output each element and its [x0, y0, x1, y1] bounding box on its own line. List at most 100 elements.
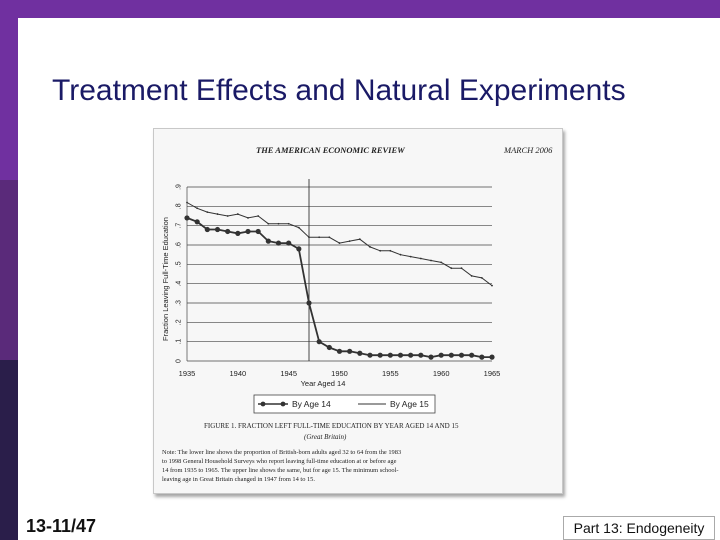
- x-tick-label: 1950: [331, 369, 348, 378]
- x-tick-label: 1945: [280, 369, 297, 378]
- data-point-age15: [389, 249, 392, 252]
- data-point-age15: [440, 261, 443, 264]
- data-point-age14: [469, 352, 475, 358]
- data-point-age14: [428, 354, 434, 360]
- figure-svg: THE AMERICAN ECONOMIC REVIEW MARCH 2006 …: [161, 145, 553, 483]
- data-point-age15: [419, 257, 422, 260]
- data-point-age14: [479, 354, 485, 360]
- data-point-age14: [326, 344, 332, 351]
- footer-section-label: Part 13: Endogeneity: [563, 516, 715, 540]
- slide-number: 13-11/47: [26, 516, 97, 536]
- data-point-age15: [216, 213, 219, 215]
- y-tick-label: .5: [176, 261, 183, 267]
- journal-header: THE AMERICAN ECONOMIC REVIEW: [256, 145, 406, 155]
- left-accent-bar-bottom: [0, 360, 18, 540]
- data-point-age15: [348, 240, 351, 243]
- data-point-age15: [287, 222, 290, 225]
- data-point-age15: [409, 255, 412, 258]
- issue-header: MARCH 2006: [503, 145, 553, 155]
- data-point-age15: [338, 242, 341, 244]
- y-tick-label: .7: [176, 223, 183, 229]
- legend-label-age14: By Age 14: [292, 399, 331, 409]
- y-tick-label: .8: [176, 203, 183, 209]
- data-point-age15: [297, 226, 300, 229]
- data-point-age14: [296, 246, 302, 252]
- left-accent-bar-middle: [0, 180, 18, 360]
- data-point-age14: [408, 352, 414, 358]
- data-point-age14: [367, 352, 373, 358]
- x-tick-label: 1955: [382, 369, 399, 378]
- figure-caption-title: FIGURE 1. FRACTION LEFT FULL-TIME EDUCAT…: [204, 422, 459, 430]
- data-point-age14: [255, 228, 261, 235]
- x-tick-label: 1965: [484, 369, 501, 378]
- legend-marker-age14: [260, 401, 266, 407]
- data-point-age14: [275, 240, 282, 246]
- data-point-age15: [318, 236, 321, 239]
- x-tick-label: 1940: [229, 369, 246, 378]
- series-line-age15: [186, 202, 493, 286]
- data-point-age15: [470, 275, 473, 277]
- data-point-age14: [316, 339, 322, 345]
- note-line-4: leaving age in Great Britain changed in …: [162, 476, 315, 483]
- y-tick-label: .3: [176, 300, 183, 306]
- plot-area: 0 .1 .2 .3 .4 .5 .6 .7 .8 .9 Fraction Leaving Full…: [161, 179, 500, 388]
- data-point-age15: [369, 246, 371, 248]
- data-point-age14: [306, 300, 312, 306]
- data-point-age15: [236, 213, 239, 215]
- data-point-age14: [438, 352, 444, 358]
- data-point-age15: [267, 222, 270, 225]
- data-point-age15: [460, 267, 463, 270]
- y-tick-label: .2: [176, 319, 183, 325]
- note-line-1: Note: The lower line shows the proportio…: [162, 449, 401, 456]
- data-point-age15: [491, 284, 493, 287]
- note-line-3: 14 from 1935 to 1965. The upper line sho…: [162, 467, 399, 474]
- data-point-age14: [184, 215, 190, 221]
- data-point-age14: [489, 354, 495, 360]
- y-tick-label: .6: [176, 242, 183, 248]
- data-point-age14: [357, 350, 363, 356]
- x-axis-label: Year Aged 14: [301, 379, 346, 388]
- data-point-age14: [347, 348, 353, 354]
- figure-caption-subtitle: (Great Britain): [304, 433, 347, 441]
- data-point-age15: [186, 201, 188, 204]
- series-line-age14: [186, 217, 492, 359]
- data-point-age15: [226, 215, 229, 217]
- data-point-age15: [399, 253, 402, 256]
- data-point-age15: [358, 238, 361, 241]
- data-point-age14: [245, 228, 251, 235]
- data-point-age15: [308, 236, 310, 239]
- legend-marker-age14-b: [280, 401, 286, 407]
- data-point-age14: [225, 228, 231, 235]
- data-point-age14: [418, 352, 424, 358]
- data-point-age14: [397, 352, 404, 358]
- data-point-age14: [204, 226, 210, 233]
- y-tick-label: 0: [176, 359, 183, 363]
- data-point-age14: [265, 238, 271, 244]
- data-point-age14: [214, 226, 221, 233]
- legend-box: [253, 394, 436, 414]
- data-point-age14: [286, 240, 292, 246]
- x-tick-label: 1935: [179, 369, 196, 378]
- slide-title: Treatment Effects and Natural Experiment…: [52, 74, 626, 107]
- y-tick-label: .4: [176, 281, 183, 287]
- y-tick-label: .9: [176, 184, 183, 190]
- data-point-age15: [277, 222, 280, 225]
- data-point-age15: [196, 207, 199, 210]
- data-point-age14: [448, 352, 454, 358]
- data-point-age15: [480, 276, 483, 279]
- left-accent-bar-top: [0, 0, 18, 180]
- figure-scan: THE AMERICAN ECONOMIC REVIEW MARCH 2006 …: [153, 128, 563, 494]
- top-accent-bar: [0, 0, 720, 18]
- data-point-age14: [336, 348, 343, 354]
- data-point-age14: [194, 219, 200, 225]
- data-point-age14: [458, 352, 465, 358]
- x-tick-label: 1960: [433, 369, 450, 378]
- data-point-age15: [206, 211, 209, 214]
- data-point-age14: [377, 352, 383, 358]
- data-point-age15: [379, 249, 382, 252]
- y-tick-label: .1: [176, 339, 183, 345]
- data-point-age14: [387, 352, 393, 358]
- y-axis-label: Fraction Leaving Full-Time Education: [161, 217, 170, 341]
- note-line-2: to 1998 General Household Surveys who re…: [162, 458, 397, 465]
- legend-label-age15: By Age 15: [390, 399, 429, 409]
